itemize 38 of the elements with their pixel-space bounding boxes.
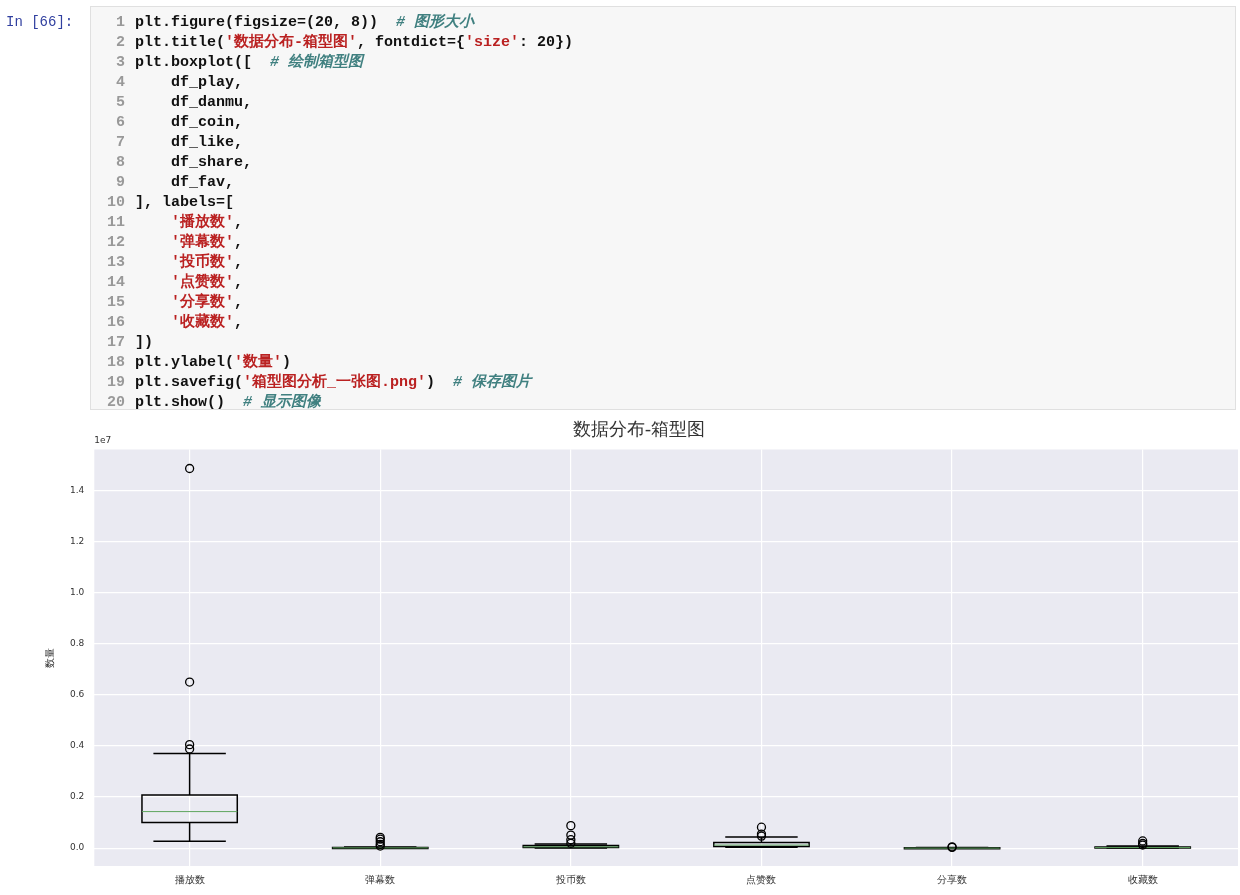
text: 10 ], labels=[ bbox=[106, 193, 235, 213]
text: 1 plt.figure(figsize=(20, 8)) # 图形大小 bbox=[115, 14, 475, 31]
text: 12 '弹幕数', bbox=[106, 234, 244, 251]
y-tick-label: 0.6 bbox=[69, 689, 85, 700]
x-tick-label: 分享数 bbox=[937, 873, 968, 885]
x-tick-label: 点赞数 bbox=[746, 873, 777, 885]
text: 2 plt.title('数据分布-箱型图', fontdict={'size': 20}) bbox=[115, 33, 574, 53]
y-tick-label: 1.2 bbox=[69, 535, 85, 546]
text: 11 '播放数', bbox=[106, 214, 244, 231]
text: 5 df_danmu, bbox=[115, 94, 253, 111]
text: 1e7 bbox=[94, 435, 112, 446]
text: 16 '收藏数', bbox=[106, 314, 244, 331]
text: 14 '点赞数', bbox=[106, 274, 244, 291]
y-tick-label: 1.4 bbox=[69, 484, 85, 495]
text: 13 '投币数', bbox=[106, 254, 244, 271]
y-tick-label: 0.0 bbox=[69, 842, 85, 853]
text: 9 df_fav, bbox=[115, 174, 235, 191]
text: 17 ]) bbox=[106, 333, 154, 353]
text: 6 df_coin, bbox=[115, 114, 244, 131]
text: 3 plt.boxplot([ # 绘制箱型图 bbox=[115, 53, 364, 73]
y-tick-label: 0.2 bbox=[69, 791, 85, 802]
chart-title: 数据分布-箱型图 bbox=[572, 418, 706, 440]
x-tick-label: 收藏数 bbox=[1127, 873, 1158, 885]
x-tick-label: 弹幕数 bbox=[365, 873, 396, 885]
y-axis-title: 数量 bbox=[43, 647, 55, 668]
text: 19 plt.savefig('箱型图分析_一张图.png') # 保存图片 bbox=[106, 374, 532, 391]
text: 18 plt.ylabel('数量') bbox=[106, 353, 292, 373]
y-tick-label: 0.4 bbox=[69, 740, 85, 751]
text: 7 df_like, bbox=[115, 134, 244, 151]
text: 20 plt.show() # 显示图像 bbox=[106, 394, 322, 411]
y-tick-label: 0.8 bbox=[69, 638, 85, 649]
text: 8 df_share, bbox=[115, 154, 253, 171]
text: 4 df_play, bbox=[115, 74, 244, 91]
x-tick-label: 投币数 bbox=[554, 873, 586, 885]
y-tick-label: 1.0 bbox=[69, 587, 85, 597]
text: 15 '分享数', bbox=[106, 294, 244, 311]
text: In [66]: bbox=[6, 14, 74, 30]
x-tick-label: 播放数 bbox=[174, 873, 205, 885]
